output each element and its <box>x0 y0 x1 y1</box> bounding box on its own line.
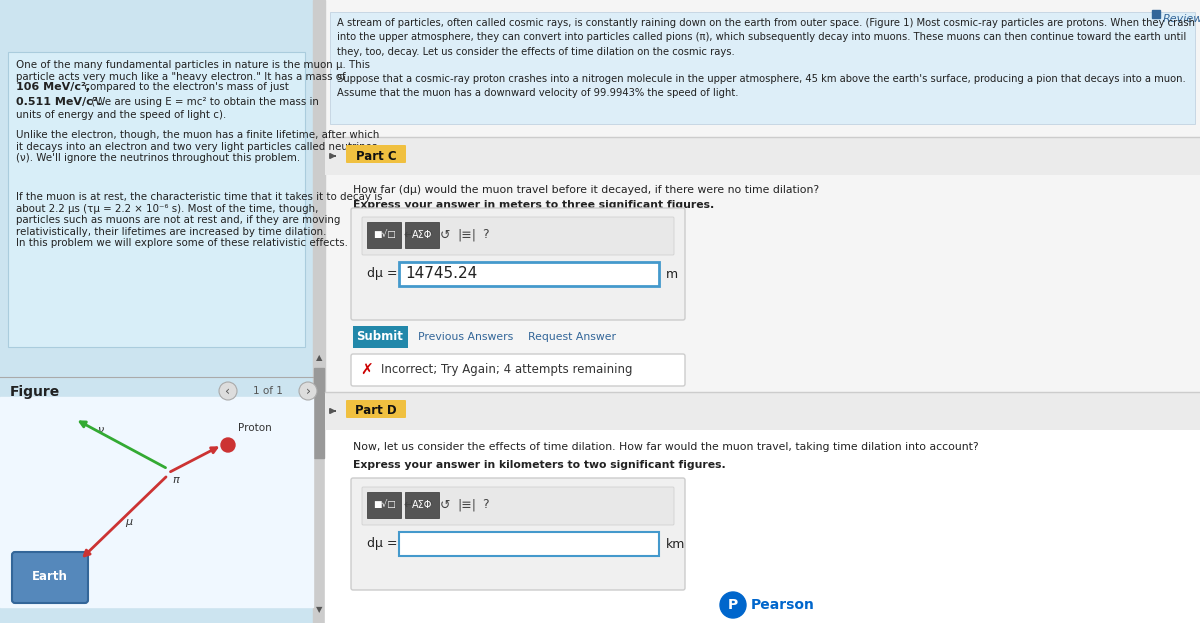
Text: m: m <box>666 267 678 280</box>
Text: ■√□: ■√□ <box>373 500 395 510</box>
Text: Now, let us consider the effects of time dilation. How far would the muon travel: Now, let us consider the effects of time… <box>353 442 979 452</box>
Text: 1 of 1: 1 of 1 <box>253 386 283 396</box>
FancyBboxPatch shape <box>352 354 685 386</box>
Bar <box>330 12 1195 124</box>
Text: P: P <box>728 598 738 612</box>
Text: A stream of particles, often called cosmic rays, is constantly raining down on t: A stream of particles, often called cosm… <box>337 18 1195 57</box>
Text: |≡|: |≡| <box>457 229 476 242</box>
FancyBboxPatch shape <box>8 52 305 347</box>
Text: Incorrect; Try Again; 4 attempts remaining: Incorrect; Try Again; 4 attempts remaini… <box>382 363 632 376</box>
Text: units of energy and the speed of light c).: units of energy and the speed of light c… <box>16 110 227 120</box>
Text: compared to the electron's mass of just: compared to the electron's mass of just <box>82 82 289 92</box>
FancyBboxPatch shape <box>362 217 674 255</box>
Text: Unlike the electron, though, the muon has a finite lifetime, after which
it deca: Unlike the electron, though, the muon ha… <box>16 130 379 163</box>
Bar <box>325 0 1200 623</box>
Circle shape <box>720 592 746 618</box>
Bar <box>367 222 401 248</box>
Bar <box>313 0 325 623</box>
Bar <box>367 492 401 518</box>
Circle shape <box>220 382 238 400</box>
Text: How far (dμ) would the muon travel before it decayed, if there were no time dila: How far (dμ) would the muon travel befor… <box>353 185 820 195</box>
Bar <box>0 397 313 607</box>
Text: Suppose that a cosmic-ray proton crashes into a nitrogen molecule in the upper a: Suppose that a cosmic-ray proton crashes… <box>337 74 1186 98</box>
Text: ↵: ↵ <box>403 229 414 242</box>
Bar <box>406 222 439 248</box>
Bar <box>398 532 659 556</box>
Text: Express your answer in meters to three significant figures.: Express your answer in meters to three s… <box>353 200 714 210</box>
Text: Part D: Part D <box>355 404 397 417</box>
Text: One of the many fundamental particles in nature is the muon μ. This
particle act: One of the many fundamental particles in… <box>16 60 370 82</box>
Text: Figure: Figure <box>10 385 60 399</box>
Text: Review: Review <box>1163 14 1200 24</box>
FancyBboxPatch shape <box>346 145 406 163</box>
Text: 106 MeV/c²,: 106 MeV/c², <box>16 82 90 92</box>
Text: (We are using E = mc² to obtain the mass in: (We are using E = mc² to obtain the mass… <box>88 97 319 107</box>
Text: ν: ν <box>98 425 104 435</box>
Text: dμ =: dμ = <box>367 538 397 551</box>
Text: ›: › <box>306 384 311 397</box>
Text: Express your answer in kilometers to two significant figures.: Express your answer in kilometers to two… <box>353 460 726 470</box>
FancyBboxPatch shape <box>352 478 685 590</box>
FancyBboxPatch shape <box>12 552 88 603</box>
Bar <box>325 430 1200 623</box>
Bar <box>353 326 408 348</box>
Text: ?: ? <box>481 229 488 242</box>
Text: If the muon is at rest, the characteristic time that it takes it to decay is
abo: If the muon is at rest, the characterist… <box>16 192 383 249</box>
Text: ↶: ↶ <box>421 229 432 242</box>
Bar <box>325 392 1200 430</box>
Bar <box>1152 10 1160 18</box>
Text: Part C: Part C <box>355 150 396 163</box>
Circle shape <box>221 438 235 452</box>
Text: ■√□: ■√□ <box>373 231 395 239</box>
Text: |≡|: |≡| <box>457 498 476 511</box>
FancyBboxPatch shape <box>352 208 685 320</box>
Text: ▼: ▼ <box>316 606 323 614</box>
Text: ↵: ↵ <box>403 498 414 511</box>
Text: ↺: ↺ <box>439 498 450 511</box>
Circle shape <box>299 382 317 400</box>
FancyBboxPatch shape <box>346 400 406 418</box>
Text: Request Answer: Request Answer <box>528 332 616 342</box>
Text: ↺: ↺ <box>439 229 450 242</box>
Text: Proton: Proton <box>238 423 271 433</box>
Text: 0.511 MeV/c².: 0.511 MeV/c². <box>16 97 102 107</box>
Text: Previous Answers: Previous Answers <box>418 332 514 342</box>
Bar <box>0 0 325 623</box>
Text: AΣΦ: AΣΦ <box>412 230 432 240</box>
Text: Earth: Earth <box>32 571 68 584</box>
FancyBboxPatch shape <box>362 487 674 525</box>
Text: Pearson: Pearson <box>751 598 815 612</box>
Bar <box>325 137 1200 175</box>
Text: Submit: Submit <box>356 330 403 343</box>
Text: μ: μ <box>125 517 132 527</box>
Bar <box>398 262 659 286</box>
Text: km: km <box>666 538 685 551</box>
Bar <box>314 368 324 458</box>
Text: ?: ? <box>481 498 488 511</box>
Text: dμ =: dμ = <box>367 267 397 280</box>
Bar <box>406 492 439 518</box>
Text: π: π <box>172 475 179 485</box>
Text: 14745.24: 14745.24 <box>406 267 478 282</box>
Text: ✗: ✗ <box>361 363 373 378</box>
Text: ▲: ▲ <box>316 353 323 363</box>
Text: AΣΦ: AΣΦ <box>412 500 432 510</box>
Text: ‹: ‹ <box>226 384 230 397</box>
Text: ↶: ↶ <box>421 498 432 511</box>
